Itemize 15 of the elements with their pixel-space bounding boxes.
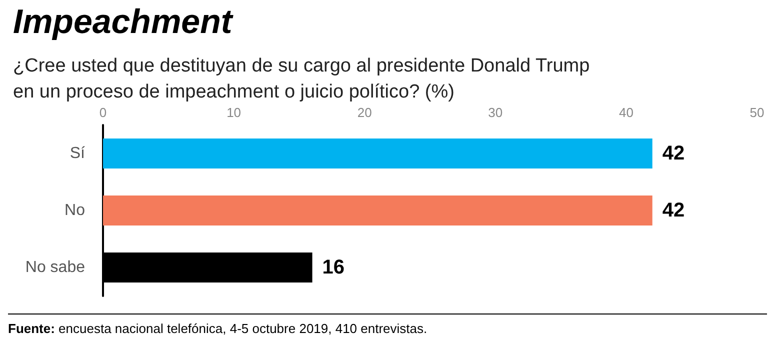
y-tick-label: Sí (70, 145, 86, 162)
x-tick-label: 0 (99, 105, 107, 120)
data-label: 16 (322, 256, 345, 278)
chart-title: Impeachment (13, 3, 234, 41)
x-tick-label: 40 (618, 105, 634, 120)
x-tick-label: 20 (357, 105, 372, 120)
y-tick-label: No sabe (25, 259, 86, 276)
x-tick-label: 10 (226, 105, 242, 120)
chart-subtitle: ¿Cree usted que destituyan de su cargo al presidente Donald Trump en un proceso de impeachment o juicio político? (%) (13, 56, 590, 102)
data-label: 42 (662, 142, 685, 164)
x-tick-label: 30 (488, 105, 503, 120)
source-note: Fuente: encuesta nacional telefónica, 4-5 octubre 2019, 410 entrevistas. (8, 321, 428, 336)
x-tick-label: 50 (750, 105, 764, 120)
y-tick-label: No (64, 202, 86, 219)
data-label: 42 (662, 200, 685, 222)
